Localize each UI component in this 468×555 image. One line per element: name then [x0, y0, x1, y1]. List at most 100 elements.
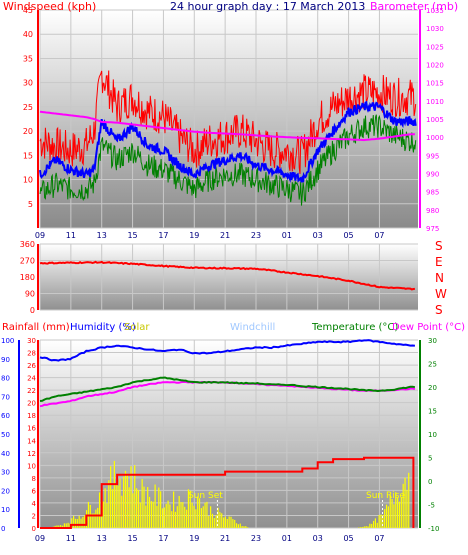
humidity-tick-label: 70: [1, 393, 10, 401]
climate-x-tick-label: 23: [251, 534, 261, 543]
humidity-tick-label: 0: [1, 525, 5, 533]
windspeed-tick-label: 15: [23, 151, 33, 160]
sun-rise-label: Sun Rise: [366, 491, 405, 501]
temp-tick-label: 30: [428, 337, 437, 345]
compass-label: E: [435, 255, 443, 269]
barometer-tick-label: 1015: [426, 80, 444, 88]
avg-wind-line: [39, 100, 417, 183]
barometer-tick-label: 1005: [426, 116, 444, 124]
rain-tick-label: 12: [27, 450, 36, 458]
temp-tick-label: 5: [428, 455, 432, 463]
rain-tick-label: 0: [32, 525, 36, 533]
barometer-tick-label: 975: [426, 225, 439, 233]
rain-tick-label: 30: [27, 337, 36, 345]
windspeed-tick-label: 20: [23, 127, 33, 136]
barometer-tick-label: 1000: [426, 134, 444, 142]
compass-label: W: [435, 287, 447, 301]
humidity-tick-label: 30: [1, 469, 10, 477]
rain-tick-label: 14: [27, 437, 36, 445]
humidity-line: [39, 339, 416, 362]
wind-panel-series: [39, 70, 417, 206]
wind-x-tick-label: 01: [282, 231, 292, 240]
compass-label: S: [435, 239, 443, 253]
rain-tick-label: 10: [27, 462, 36, 470]
direction-tick-label: 0: [30, 306, 35, 315]
wind-panel-axes: 5101520253035404597598098599099510001005…: [23, 6, 444, 233]
wind-panel-bg: [40, 10, 418, 228]
temp-tick-label: 20: [428, 384, 437, 392]
rain-tick-label: 16: [27, 425, 36, 433]
temp-tick-label: 10: [428, 431, 437, 439]
wind-x-tick-label: 07: [374, 231, 384, 240]
graph-title: 24 hour graph day : 17 March 2013: [170, 0, 365, 13]
rainfall-line: [40, 456, 415, 529]
windspeed-tick-label: 40: [23, 30, 33, 39]
temperature-line: [39, 376, 416, 402]
wind-x-tick-label: 17: [158, 231, 168, 240]
barometer-tick-label: 980: [426, 207, 439, 215]
rain-tick-label: 26: [27, 362, 36, 370]
humidity-tick-label: 10: [1, 506, 10, 514]
wind-direction-line: [39, 260, 415, 291]
climate-x-tick-label: 15: [127, 534, 137, 543]
windspeed-tick-label: 30: [23, 79, 33, 88]
barometer-tick-label: 990: [426, 171, 439, 179]
wind-x-tick-label: 11: [66, 231, 76, 240]
direction-panel-series: [39, 260, 415, 291]
humidity-tick-label: 40: [1, 450, 10, 458]
rain-tick-label: 24: [27, 375, 36, 383]
rain-tick-label: 22: [27, 387, 36, 395]
windspeed-tick-label: 45: [23, 6, 33, 15]
sun-set-label: Sun Set: [188, 491, 223, 501]
wind-x-tick-label: 05: [343, 231, 353, 240]
barometer-tick-label: 1010: [426, 98, 444, 106]
low-wind-line: [39, 114, 417, 206]
barometer-tick-label: 985: [426, 189, 439, 197]
solar-axis-label: Solar: [124, 322, 150, 333]
windspeed-tick-label: 35: [23, 54, 33, 63]
barometer-line: [39, 110, 415, 142]
climate-x-tick-label: 03: [313, 534, 323, 543]
compass-label: N: [435, 271, 444, 285]
temp-tick-label: 25: [428, 361, 437, 369]
barometer-tick-label: 995: [426, 152, 439, 160]
windchill-axis-label: Windchill: [230, 322, 275, 333]
humidity-tick-label: 60: [1, 412, 10, 420]
barometer-tick-label: 1020: [426, 62, 444, 70]
climate-x-tick-label: 19: [189, 534, 199, 543]
climate-x-tick-label: 13: [97, 534, 107, 543]
temperature-axis-label: Temperature (°C): [311, 322, 398, 333]
humidity-tick-label: 20: [1, 487, 10, 495]
humidity-tick-label: 90: [1, 356, 10, 364]
temp-tick-label: 0: [428, 478, 432, 486]
wind-x-tick-label: 19: [189, 231, 199, 240]
climate-panel-axes: 0246810121416182022242628300102030405060…: [1, 337, 439, 533]
temp-tick-label: 15: [428, 408, 437, 416]
climate-panel-series: [39, 339, 416, 529]
wind-x-tick-label: 09: [35, 231, 45, 240]
wind-x-tick-label: 13: [97, 231, 107, 240]
dewpoint-axis-label: Dew Point (°C): [392, 322, 465, 333]
direction-tick-label: 270: [20, 257, 35, 266]
humidity-axis-label: Humidity (%): [70, 322, 136, 333]
windspeed-tick-label: 5: [28, 200, 33, 209]
compass-label: S: [435, 303, 443, 317]
climate-x-tick-label: 11: [66, 534, 76, 543]
climate-x-tick-label: 09: [35, 534, 45, 543]
barometer-tick-label: 1025: [426, 43, 444, 51]
windspeed-tick-label: 25: [23, 103, 33, 112]
climate-x-tick-label: 05: [343, 534, 353, 543]
rain-tick-label: 6: [32, 487, 37, 495]
windspeed-tick-label: 10: [23, 176, 33, 185]
climate-panel-bg: [40, 340, 418, 528]
rain-tick-label: 8: [32, 475, 36, 483]
rain-tick-label: 4: [32, 500, 37, 508]
direction-tick-label: 90: [25, 290, 35, 299]
rainfall-axis-label: Rainfall (mm): [2, 322, 70, 333]
windspeed-axis-label: Windspeed (kph): [3, 0, 96, 13]
humidity-tick-label: 50: [1, 431, 10, 439]
wind-x-tick-label: 21: [220, 231, 230, 240]
wind-x-tick-label: 03: [313, 231, 323, 240]
rain-tick-label: 2: [32, 512, 36, 520]
